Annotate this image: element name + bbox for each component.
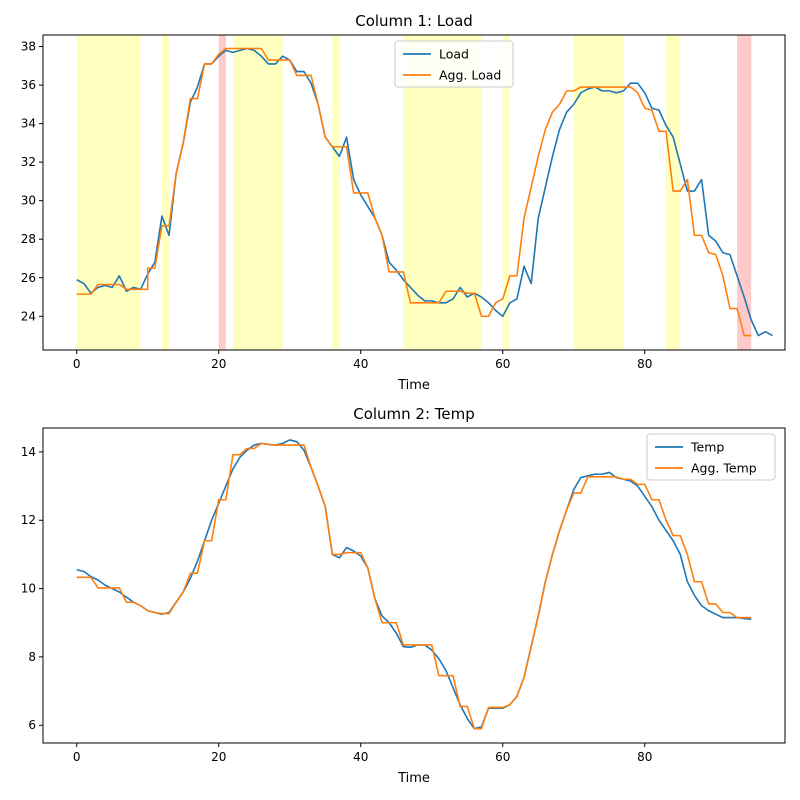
chart0-legend: Load Agg. Load xyxy=(394,40,514,88)
chart0-highlight-red-0 xyxy=(218,35,226,350)
chart0-highlight-yellow-3 xyxy=(332,35,340,350)
chart0-y-tick-label-4: 32 xyxy=(21,155,36,169)
chart1-x-axis-label: Time xyxy=(397,771,430,786)
chart1-legend: Temp Agg. Temp xyxy=(646,433,776,481)
chart1-y-tick-label-3: 12 xyxy=(21,513,36,527)
chart1-legend-entry-0: Temp xyxy=(690,440,724,455)
chart-temp: 0 20 40 60 80 6 8 10 12 14 Column 2: Temp Time Temp A… xyxy=(21,405,786,786)
chart1-x-tick-label-0: 0 xyxy=(73,750,81,764)
chart1-x-tick-label-2: 40 xyxy=(353,750,368,764)
chart0-highlight-red-1 xyxy=(737,35,752,350)
chart1-y-tick-label-0: 6 xyxy=(28,718,36,732)
chart1-x-tick-label-3: 60 xyxy=(495,750,510,764)
chart0-x-axis-label: Time xyxy=(397,378,430,393)
chart0-highlight-yellow-2 xyxy=(232,35,283,350)
chart0-legend-entry-1: Agg. Load xyxy=(439,68,501,83)
chart0-axes-frame xyxy=(42,34,786,351)
chart0-series-line-1 xyxy=(76,47,752,337)
chart1-y-tick-label-2: 10 xyxy=(21,582,36,596)
chart0-highlight-yellow-1 xyxy=(161,35,170,350)
chart1-axes-frame xyxy=(42,427,786,744)
chart0-x-tick-label-2: 40 xyxy=(353,357,368,371)
chart0-y-tick-label-5: 34 xyxy=(21,117,36,131)
chart1-x-tick-label-4: 80 xyxy=(637,750,652,764)
chart0-y-tick-label-1: 26 xyxy=(21,271,36,285)
chart1-title: Column 2: Temp xyxy=(353,405,475,423)
chart0-y-tick-label-7: 38 xyxy=(21,40,36,54)
chart0-x-tick-label-3: 60 xyxy=(495,357,510,371)
chart1-series-line-1 xyxy=(76,442,752,730)
chart1-x-tick-label-1: 20 xyxy=(211,750,226,764)
chart0-title: Column 1: Load xyxy=(355,12,473,30)
chart1-y-tick-label-1: 8 xyxy=(28,650,36,664)
chart0-series-line-0 xyxy=(76,47,773,337)
chart0-x-tick-label-0: 0 xyxy=(73,357,81,371)
chart0-y-tick-label-6: 36 xyxy=(21,78,36,92)
chart1-legend-entry-1: Agg. Temp xyxy=(691,461,757,476)
chart-load: 0 20 40 60 80 24 26 28 30 32 34 36 38 Column 1: Load T… xyxy=(21,12,786,393)
chart0-y-tick-label-3: 30 xyxy=(21,194,36,208)
chart0-highlight-yellow-0 xyxy=(76,35,141,350)
chart1-y-tick-label-4: 14 xyxy=(21,445,36,459)
chart0-legend-entry-0: Load xyxy=(439,47,469,62)
chart0-y-tick-label-0: 24 xyxy=(21,309,36,323)
chart0-y-tick-label-2: 28 xyxy=(21,232,36,246)
chart0-highlight-yellow-7 xyxy=(666,35,681,350)
chart1-series-line-0 xyxy=(76,439,752,730)
chart0-x-tick-label-1: 20 xyxy=(211,357,226,371)
chart0-highlight-yellow-5 xyxy=(502,35,510,350)
chart0-x-tick-label-4: 80 xyxy=(637,357,652,371)
chart0-highlight-yellow-6 xyxy=(573,35,624,350)
